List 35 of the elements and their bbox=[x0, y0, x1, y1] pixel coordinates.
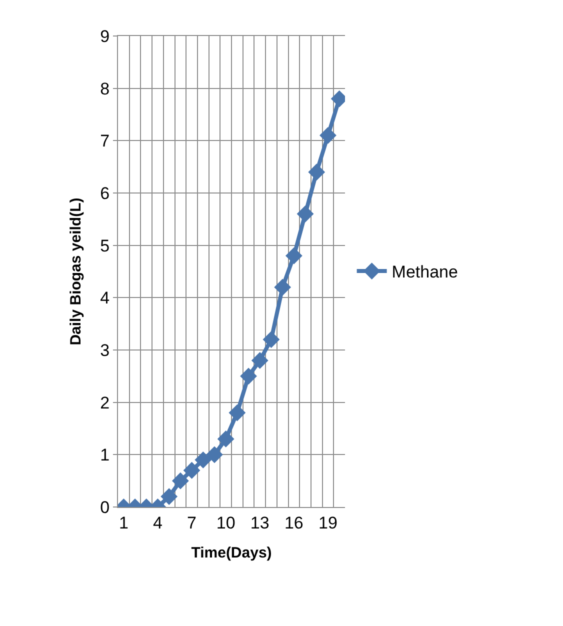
y-tick-label: 8 bbox=[100, 79, 110, 98]
point bbox=[217, 430, 234, 448]
point bbox=[262, 331, 280, 348]
x-tick-label: 13 bbox=[250, 513, 270, 532]
y-tick-label: 5 bbox=[100, 236, 110, 256]
point bbox=[183, 462, 200, 479]
x-tick-label: 16 bbox=[284, 513, 304, 532]
point bbox=[160, 488, 178, 505]
x-tick-label: 19 bbox=[318, 513, 338, 532]
x-axis-title: Time(Days) bbox=[191, 544, 272, 562]
y-tick-label: 1 bbox=[100, 446, 110, 465]
y-tick-label: 6 bbox=[100, 184, 110, 203]
point bbox=[285, 247, 302, 264]
x-tick-label: 1 bbox=[118, 513, 128, 532]
point bbox=[172, 472, 189, 490]
y-tick-label: 0 bbox=[100, 498, 110, 517]
y-axis-title: Daily Biogas yeild(L) bbox=[67, 198, 84, 346]
point bbox=[228, 404, 246, 422]
x-tick-label: 4 bbox=[152, 513, 162, 532]
point bbox=[206, 446, 223, 464]
point bbox=[194, 451, 212, 468]
x-tick-label: 7 bbox=[187, 513, 197, 532]
y-tick-label: 4 bbox=[100, 288, 110, 308]
y-tick-label: 7 bbox=[100, 132, 110, 151]
point bbox=[274, 278, 292, 296]
y-tick-label: 3 bbox=[100, 340, 110, 360]
y-tick-label: 9 bbox=[100, 26, 110, 46]
point bbox=[308, 164, 326, 181]
point bbox=[320, 126, 336, 144]
legend-label: Methane bbox=[392, 262, 458, 282]
point bbox=[251, 352, 268, 369]
point bbox=[240, 368, 257, 385]
x-tick-label: 10 bbox=[216, 513, 236, 532]
point bbox=[296, 205, 314, 222]
y-tick-label: 2 bbox=[100, 393, 110, 412]
